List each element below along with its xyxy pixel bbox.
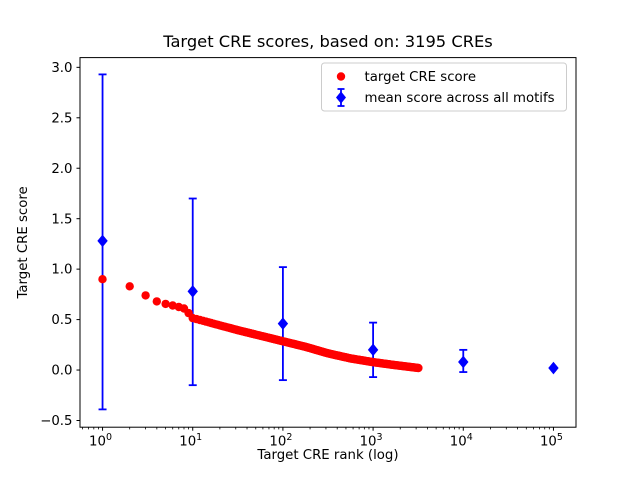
series-mean-score bbox=[97, 73, 559, 411]
legend-marker-diamond bbox=[336, 91, 346, 104]
legend-marker-circle bbox=[336, 72, 346, 81]
data-point bbox=[141, 291, 150, 300]
y-tick-label: −0.5 bbox=[40, 414, 72, 429]
x-axis-label: Target CRE rank (log) bbox=[256, 448, 398, 463]
axes-box bbox=[79, 57, 577, 428]
y-axis: −0.5 0.0 0.5 1.0 1.5 2.0 2.5 3.0 bbox=[40, 61, 80, 429]
data-point bbox=[98, 275, 107, 284]
chart-title: Target CRE scores, based on: 3195 CREs bbox=[162, 32, 493, 51]
y-tick-label: 2.0 bbox=[51, 162, 72, 177]
y-tick-label: 1.0 bbox=[51, 263, 72, 278]
data-point bbox=[414, 363, 423, 373]
legend: target CRE score mean score across all mo… bbox=[321, 62, 567, 112]
y-tick-label: 1.5 bbox=[51, 212, 72, 227]
y-tick-label: 0.0 bbox=[51, 364, 72, 379]
y-tick-label: 2.5 bbox=[51, 111, 72, 126]
series-target-cre-score bbox=[98, 275, 423, 373]
data-point bbox=[125, 282, 134, 291]
legend-label: mean score across all motifs bbox=[365, 91, 555, 106]
y-axis-label: Target CRE score bbox=[16, 186, 31, 299]
y-tick-label: 3.0 bbox=[51, 61, 72, 76]
data-point bbox=[152, 297, 161, 306]
legend-label: target CRE score bbox=[365, 70, 477, 85]
data-point bbox=[161, 299, 170, 309]
y-tick-label: 0.5 bbox=[51, 313, 72, 328]
